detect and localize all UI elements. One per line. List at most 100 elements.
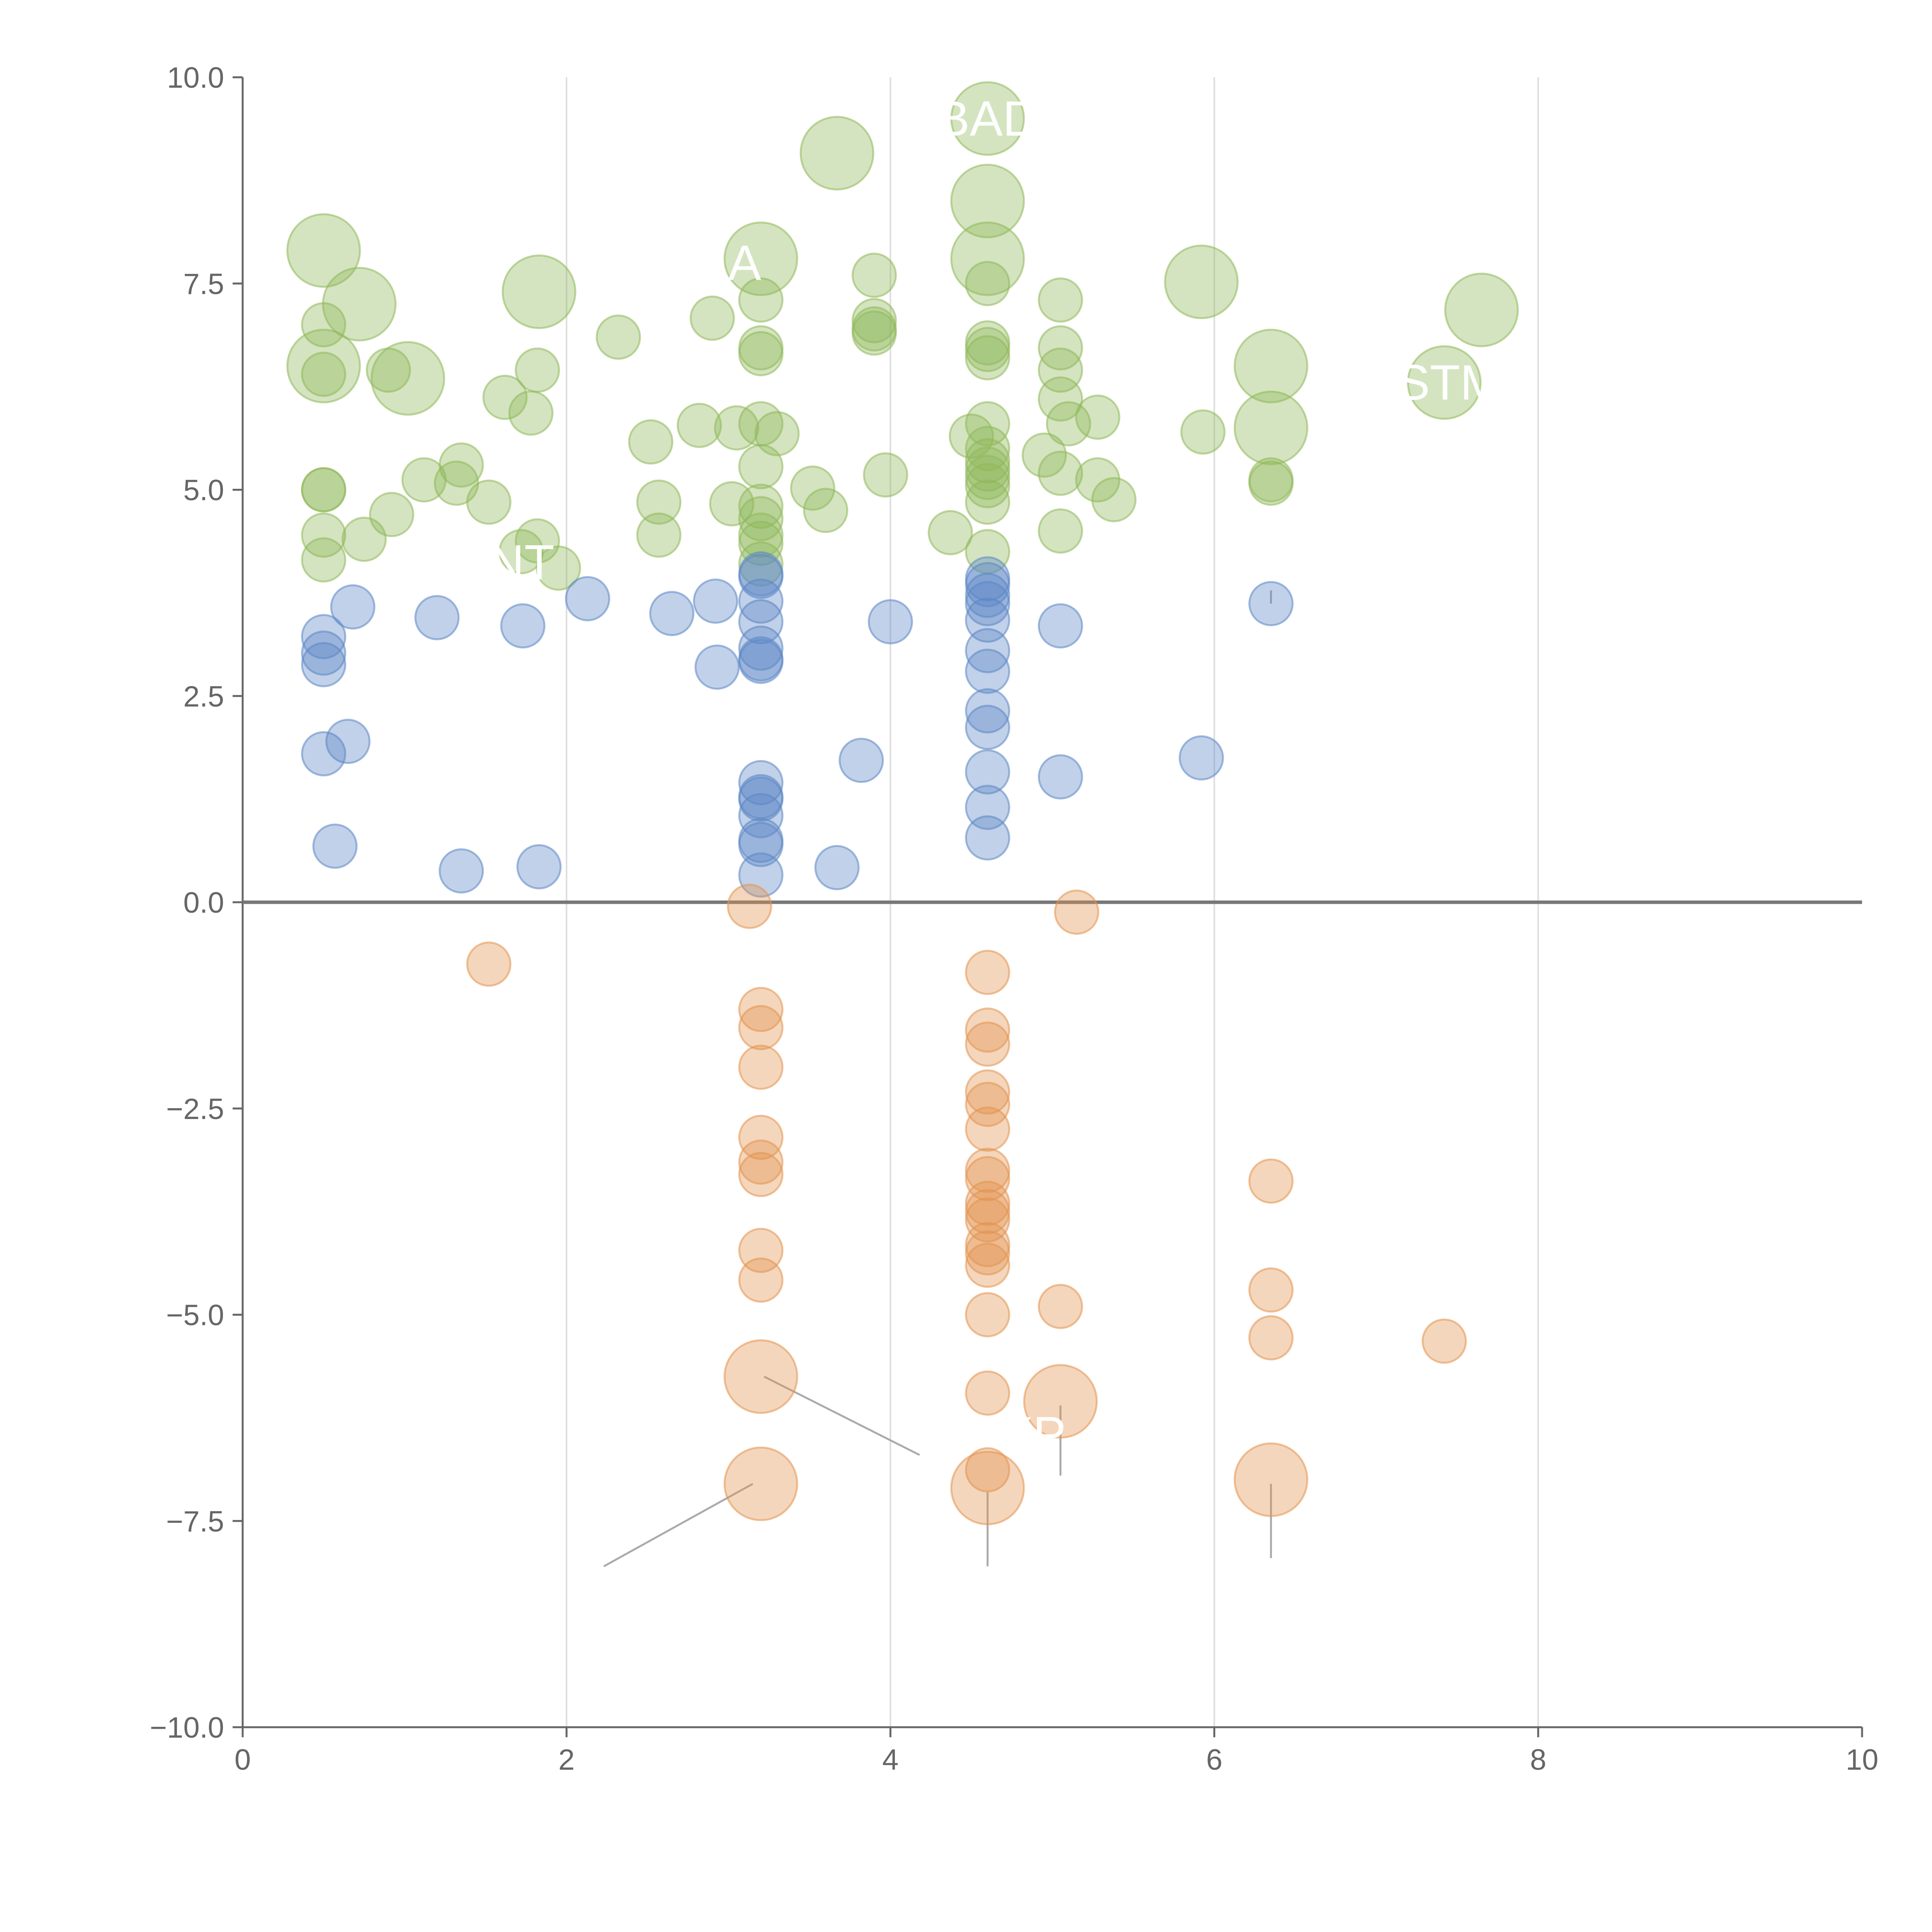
data-point-s0-38 bbox=[790, 465, 835, 511]
y-tick-label-2: 5.0 bbox=[183, 474, 224, 507]
data-point-s2-14 bbox=[694, 645, 740, 690]
data-point-s0-66 bbox=[1046, 401, 1091, 447]
data-point-s0-22 bbox=[636, 512, 682, 558]
data-point-s2-4 bbox=[325, 719, 371, 764]
data-point-s2-10 bbox=[516, 844, 562, 889]
data-point-s3-15 bbox=[965, 1106, 1010, 1152]
data-point-s0-53 bbox=[965, 480, 1010, 525]
data-point-s0-30 bbox=[738, 325, 784, 371]
data-point-s0-37 bbox=[738, 512, 784, 558]
point-annotation-1: A bbox=[728, 235, 762, 291]
data-point-s0-64 bbox=[1037, 277, 1083, 323]
data-point-s4-2 bbox=[950, 1451, 1025, 1526]
data-point-s1-7 bbox=[950, 81, 1025, 156]
data-point-s0-72 bbox=[1248, 457, 1294, 503]
data-point-s1-14 bbox=[1444, 272, 1519, 347]
data-point-s4-0 bbox=[723, 1339, 798, 1414]
y-tick-label-4: 0.0 bbox=[183, 886, 224, 919]
data-point-s0-4 bbox=[301, 512, 347, 558]
data-point-s3-26 bbox=[965, 1447, 1010, 1493]
data-point-s0-13 bbox=[482, 374, 528, 420]
data-point-s1-13 bbox=[1407, 345, 1482, 420]
data-point-s0-32 bbox=[754, 411, 800, 456]
data-point-s2-44 bbox=[1037, 603, 1083, 649]
data-point-s0-68 bbox=[1075, 457, 1121, 503]
data-point-s2-16 bbox=[738, 551, 784, 597]
data-point-s2-35 bbox=[965, 581, 1010, 626]
y-tick-label-6: −5.0 bbox=[166, 1299, 224, 1332]
y-tick-label-5: −2.5 bbox=[166, 1093, 224, 1126]
data-point-s2-45 bbox=[1037, 754, 1083, 799]
data-point-s2-3 bbox=[301, 731, 347, 777]
data-point-s3-24 bbox=[965, 1292, 1010, 1337]
data-point-s0-24 bbox=[689, 295, 735, 341]
data-point-s2-39 bbox=[965, 688, 1010, 734]
data-point-s3-11 bbox=[965, 1007, 1010, 1053]
data-point-s0-63 bbox=[1037, 325, 1083, 371]
leader-line-0 bbox=[764, 1376, 920, 1456]
data-point-s2-18 bbox=[738, 599, 784, 645]
data-point-s0-21 bbox=[636, 480, 682, 525]
data-point-s3-10 bbox=[965, 949, 1010, 995]
y-tick-label-1: 7.5 bbox=[183, 268, 224, 301]
data-point-s3-31 bbox=[1248, 1315, 1294, 1361]
data-point-s1-9 bbox=[950, 221, 1025, 296]
data-point-s4-1 bbox=[723, 1446, 798, 1521]
data-point-s3-32 bbox=[1422, 1318, 1467, 1364]
data-points bbox=[286, 81, 1519, 1526]
data-point-s3-17 bbox=[965, 1156, 1010, 1201]
data-point-s2-5 bbox=[330, 584, 376, 630]
data-point-s0-69 bbox=[1091, 477, 1137, 522]
data-point-s2-22 bbox=[738, 760, 784, 805]
data-point-s0-20 bbox=[628, 419, 673, 465]
data-point-s2-7 bbox=[414, 595, 460, 640]
data-point-s3-6 bbox=[738, 1139, 784, 1185]
data-point-s4-3 bbox=[1023, 1364, 1098, 1439]
data-point-s0-12 bbox=[466, 480, 512, 525]
data-point-s2-13 bbox=[693, 578, 738, 624]
data-point-s2-11 bbox=[565, 576, 611, 621]
data-point-s1-5 bbox=[723, 221, 798, 296]
data-point-s2-2 bbox=[301, 642, 347, 687]
y-tick-label-3: 2.5 bbox=[183, 680, 224, 713]
data-point-s0-60 bbox=[1037, 451, 1083, 496]
data-point-s2-21 bbox=[738, 639, 784, 684]
data-point-s0-45 bbox=[927, 510, 973, 556]
data-point-s4-4 bbox=[1233, 1442, 1308, 1517]
point-annotations: BAD A STM BNT XP bbox=[456, 91, 1501, 1462]
data-point-s0-7 bbox=[369, 492, 415, 537]
x-tick-label-1: 2 bbox=[558, 1743, 575, 1776]
data-point-s0-3 bbox=[301, 467, 347, 512]
data-point-s1-3 bbox=[370, 341, 445, 416]
data-point-s1-4 bbox=[502, 254, 577, 329]
data-point-s0-23 bbox=[677, 403, 722, 448]
data-point-s1-10 bbox=[1164, 244, 1239, 319]
data-point-s3-25 bbox=[965, 1370, 1010, 1416]
data-point-s0-42 bbox=[851, 310, 897, 356]
data-point-s3-7 bbox=[738, 1152, 784, 1197]
data-point-s0-52 bbox=[965, 463, 1010, 509]
point-annotation-3: BNT bbox=[456, 535, 554, 590]
data-point-s1-12 bbox=[1233, 390, 1308, 465]
x-tick-label-3: 6 bbox=[1206, 1743, 1222, 1776]
data-point-s0-47 bbox=[965, 401, 1010, 447]
data-point-s2-46 bbox=[1179, 735, 1224, 781]
data-point-s0-59 bbox=[1022, 432, 1067, 478]
data-point-s0-56 bbox=[965, 327, 1010, 372]
data-point-s0-65 bbox=[1037, 508, 1083, 554]
data-point-s3-23 bbox=[965, 1242, 1010, 1288]
x-tick-label-2: 4 bbox=[882, 1743, 898, 1776]
data-point-s2-30 bbox=[838, 738, 884, 783]
data-point-s3-0 bbox=[466, 941, 512, 987]
axes: 0 2 4 6 8 10 10.0 7.5 5.0 2.5 0.0 −2.5 −5.0 −7.5 −10.0 bbox=[150, 61, 1879, 1776]
data-point-s2-41 bbox=[965, 749, 1010, 795]
data-point-s2-33 bbox=[965, 562, 1010, 607]
data-point-s0-18 bbox=[536, 545, 581, 591]
data-point-s3-2 bbox=[738, 987, 784, 1032]
data-point-s2-17 bbox=[738, 578, 784, 624]
data-point-s0-25 bbox=[709, 481, 755, 527]
data-point-s3-22 bbox=[965, 1230, 1010, 1276]
data-point-s2-19 bbox=[738, 625, 784, 671]
data-point-s3-28 bbox=[1054, 889, 1099, 935]
